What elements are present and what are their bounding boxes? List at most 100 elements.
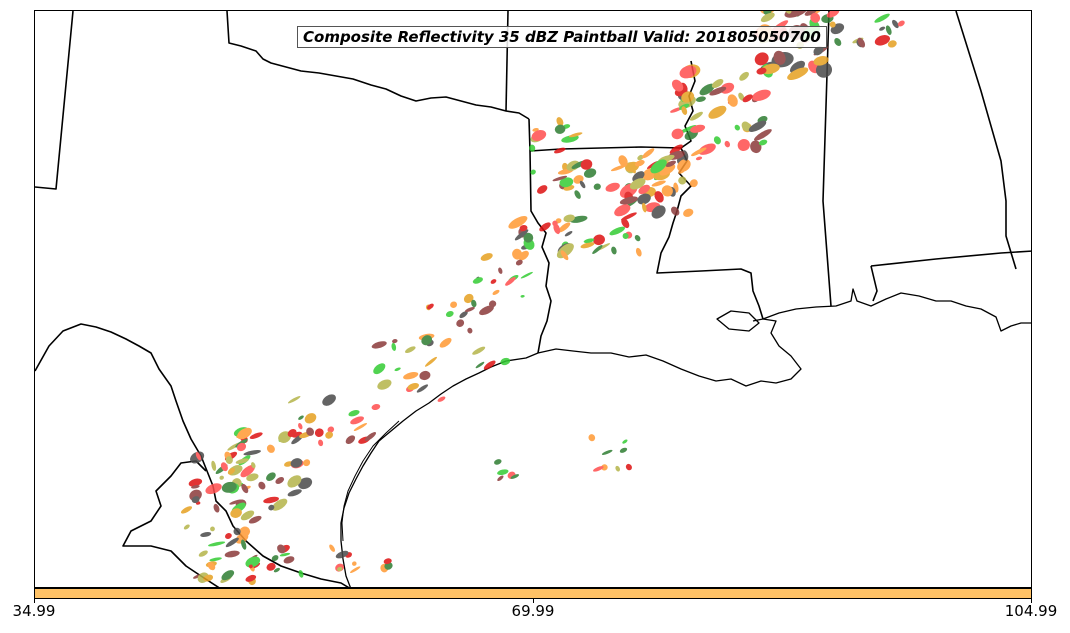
mx-state-border <box>122 460 220 587</box>
reflectivity-blob <box>670 107 682 113</box>
reflectivity-blob <box>225 533 232 539</box>
reflectivity-blob <box>813 55 829 66</box>
reflectivity-blob <box>558 222 571 233</box>
reflectivity-blob <box>515 259 523 266</box>
reflectivity-blob <box>191 496 200 504</box>
reflectivity-blob <box>537 185 548 194</box>
reflectivity-blob <box>758 139 768 146</box>
reflectivity-blob <box>804 11 818 16</box>
reflectivity-blob <box>241 539 247 550</box>
reflectivity-blob <box>634 234 641 242</box>
reflectivity-blob <box>421 335 433 346</box>
reflectivity-blob <box>345 435 356 445</box>
reflectivity-blob <box>426 303 434 310</box>
reflectivity-blob <box>279 552 291 557</box>
reflectivity-blob <box>475 361 485 369</box>
reflectivity-blob <box>592 466 604 472</box>
reflectivity-blob <box>335 550 349 559</box>
reflectivity-blob <box>609 226 625 236</box>
reflectivity-blob <box>494 459 502 465</box>
reflectivity-blob <box>622 439 628 444</box>
reflectivity-blob <box>510 474 520 479</box>
tx-la-border <box>528 118 552 354</box>
reflectivity-blob <box>258 481 266 490</box>
reflectivity-blob <box>439 337 452 348</box>
reflectivity-blob <box>464 307 475 312</box>
reflectivity-blob <box>554 124 566 134</box>
reflectivity-blob <box>239 526 251 537</box>
reflectivity-blob <box>734 124 740 131</box>
reflectivity-blob <box>198 550 208 557</box>
reflectivity-blob <box>580 159 593 170</box>
reflectivity-blob <box>208 541 226 547</box>
reflectivity-blob <box>200 532 212 537</box>
reflectivity-blob <box>683 208 694 217</box>
reflectivity-blob <box>665 160 676 168</box>
reflectivity-blob <box>611 246 617 255</box>
reflectivity-blob <box>350 416 364 425</box>
reflectivity-blob <box>773 50 786 65</box>
reflectivity-blob <box>619 196 638 205</box>
reflectivity-blob <box>472 346 486 355</box>
reflectivity-blob <box>229 499 242 505</box>
reflectivity-blob <box>518 250 529 261</box>
reflectivity-blob <box>233 527 241 536</box>
reflectivity-blob <box>678 125 697 134</box>
reflectivity-blob <box>879 26 886 31</box>
reflectivity-blob <box>371 404 381 410</box>
reflectivity-blob <box>763 11 772 15</box>
reflectivity-blob <box>383 558 392 565</box>
reflectivity-blob <box>463 293 474 304</box>
reflectivity-blob <box>713 136 721 145</box>
fl-border <box>870 250 1031 267</box>
reflectivity-blob <box>815 62 833 78</box>
reflectivity-blob <box>784 11 808 18</box>
reflectivity-blob <box>754 129 772 141</box>
reflectivity-blob <box>205 483 222 495</box>
reflectivity-blob <box>691 147 707 157</box>
colorbar-tick-label-mid: 69.99 <box>511 602 555 620</box>
reflectivity-blob <box>678 167 686 174</box>
reflectivity-blob <box>750 140 762 154</box>
reflectivity-blob <box>290 458 303 468</box>
colorbar-tick <box>1031 599 1032 603</box>
reflectivity-blob <box>298 415 304 420</box>
reflectivity-blob <box>437 396 446 402</box>
state-boundaries <box>35 11 1031 587</box>
reflectivity-blob <box>629 164 636 174</box>
reflectivity-blob <box>642 148 655 159</box>
reflectivity-blob <box>885 25 892 35</box>
reflectivity-blob <box>492 289 500 295</box>
reflectivity-blob <box>266 562 276 571</box>
barrier-island <box>341 420 400 542</box>
reflectivity-blob <box>287 489 302 497</box>
reflectivity-blob <box>303 459 311 467</box>
al-ga-border <box>955 11 1017 270</box>
reflectivity-blob <box>887 40 897 48</box>
reflectivity-blob <box>724 140 731 148</box>
reflectivity-blob <box>695 156 703 161</box>
reflectivity-blob <box>225 456 233 464</box>
reflectivity-blob <box>203 574 214 582</box>
reflectivity-blob <box>619 447 628 453</box>
mississippi-river-border <box>656 60 764 320</box>
reflectivity-blob <box>677 159 691 172</box>
reflectivity-blob <box>230 508 242 518</box>
reflectivity-blob <box>574 190 581 199</box>
reflectivity-blob <box>634 160 645 167</box>
reflectivity-blob <box>519 224 528 232</box>
reflectivity-blob <box>287 475 302 488</box>
reflectivity-blob <box>298 570 304 578</box>
reflectivity-blob <box>564 231 573 237</box>
reflectivity-blob <box>583 168 597 178</box>
reflectivity-blob <box>669 144 683 155</box>
reflectivity-blob <box>479 305 494 316</box>
reflectivity-blob <box>207 561 216 571</box>
reflectivity-blob <box>523 232 534 243</box>
reflectivity-blob <box>467 327 473 334</box>
reflectivity-blob <box>472 277 483 284</box>
reflectivity-blob <box>471 299 477 308</box>
reflectivity-blob <box>263 496 279 504</box>
reflectivity-blob <box>810 12 821 23</box>
reflectivity-blob <box>690 124 706 133</box>
